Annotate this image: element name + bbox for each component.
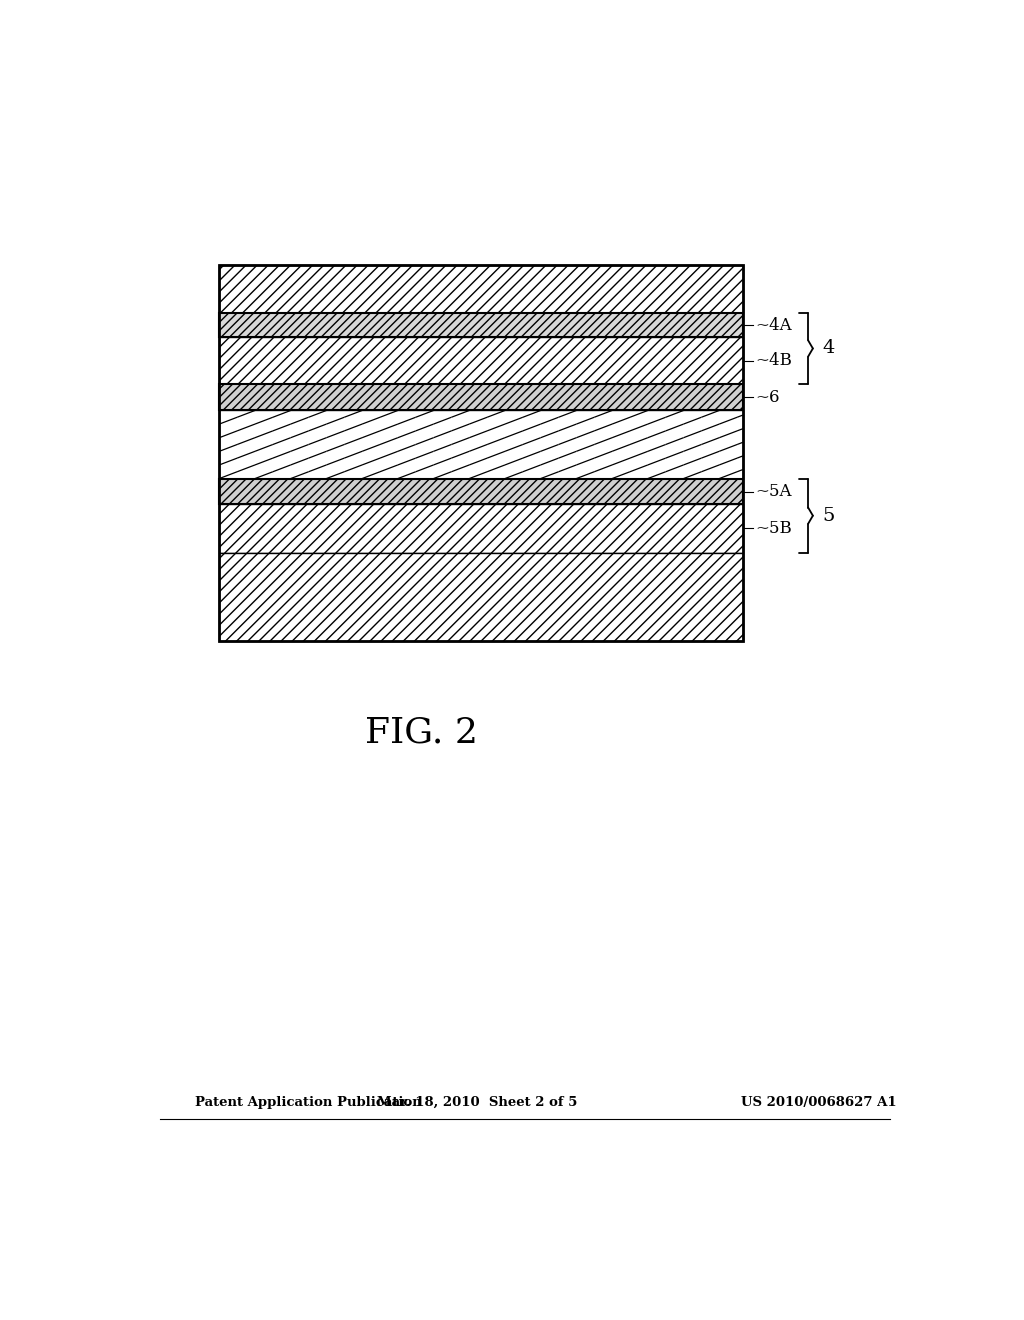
Bar xyxy=(219,265,743,313)
Text: 4: 4 xyxy=(822,339,835,358)
Bar xyxy=(219,384,743,411)
Bar xyxy=(219,479,743,504)
Text: Mar. 18, 2010  Sheet 2 of 5: Mar. 18, 2010 Sheet 2 of 5 xyxy=(377,1096,578,1109)
Bar xyxy=(219,553,743,642)
Bar xyxy=(219,313,743,338)
Text: ~5A: ~5A xyxy=(755,483,792,500)
Text: 5: 5 xyxy=(822,507,835,524)
Text: ~4B: ~4B xyxy=(755,352,792,370)
Bar xyxy=(219,338,743,384)
Bar xyxy=(219,265,743,642)
Text: ~4A: ~4A xyxy=(755,317,792,334)
Bar xyxy=(219,504,743,553)
Text: FIG. 2: FIG. 2 xyxy=(366,715,478,750)
Text: ~6: ~6 xyxy=(755,389,779,405)
Text: Patent Application Publication: Patent Application Publication xyxy=(196,1096,422,1109)
Text: ~5B: ~5B xyxy=(755,520,792,537)
Bar xyxy=(219,411,743,479)
Text: US 2010/0068627 A1: US 2010/0068627 A1 xyxy=(740,1096,896,1109)
